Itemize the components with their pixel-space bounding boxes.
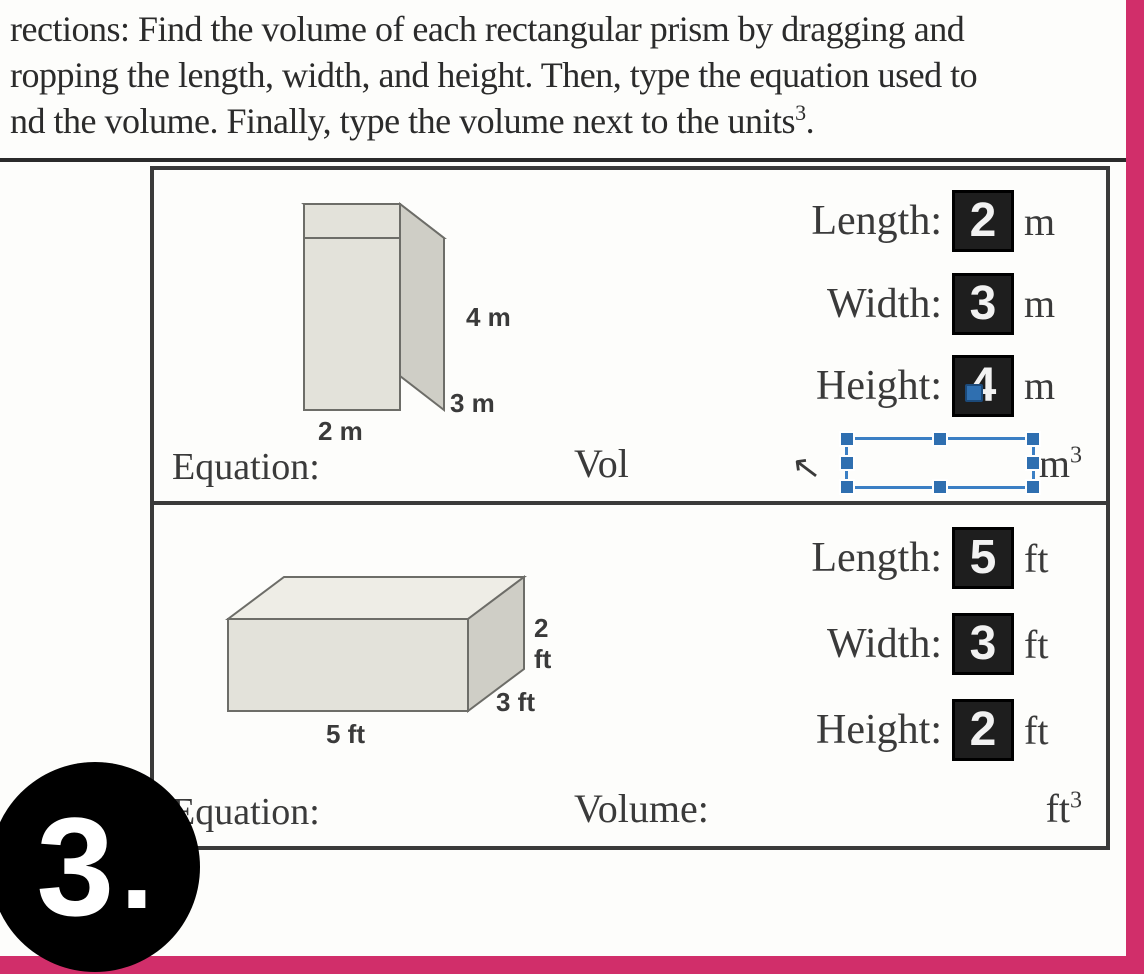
resize-handle[interactable] bbox=[839, 431, 855, 447]
width-tile[interactable]: 3 bbox=[952, 273, 1014, 335]
units-cubed: 3 bbox=[795, 100, 806, 125]
volume-unit: m3 bbox=[1039, 440, 1082, 487]
width-label: Width: bbox=[827, 620, 942, 668]
page-number-dot: . bbox=[120, 798, 153, 936]
cursor-icon: ↖ bbox=[789, 446, 823, 490]
problem-row: 4 m 3 m 2 m Equation: Length: 2 m Width:… bbox=[154, 170, 1106, 505]
dim-width: 3 m bbox=[450, 388, 495, 419]
width-unit: ft bbox=[1024, 621, 1088, 668]
length-unit: ft bbox=[1024, 535, 1088, 582]
volume-line: Volume: ft3 bbox=[574, 785, 1088, 832]
resize-handle[interactable] bbox=[932, 431, 948, 447]
height-unit: ft bbox=[1024, 707, 1088, 754]
figure-column: 2 ft 3 ft 5 ft Equation: bbox=[154, 505, 574, 846]
length-line: Length: 2 m bbox=[574, 190, 1088, 252]
resize-handle[interactable] bbox=[1025, 455, 1041, 471]
height-tile[interactable]: 4 bbox=[952, 355, 1014, 417]
directions-line3: nd the volume. Finally, type the volume … bbox=[10, 101, 795, 141]
problem-row: 2 ft 3 ft 5 ft Equation: Length: 5 ft Wi… bbox=[154, 505, 1106, 846]
dim-length: 2 m bbox=[318, 416, 363, 447]
resize-handle[interactable] bbox=[839, 479, 855, 495]
height-unit: m bbox=[1024, 362, 1088, 409]
resize-handle[interactable] bbox=[839, 455, 855, 471]
height-line: Height: 4 m bbox=[574, 355, 1088, 417]
values-column: Length: 5 ft Width: 3 ft Height: 2 ft Vo… bbox=[574, 505, 1106, 846]
length-label: Length: bbox=[811, 534, 942, 582]
directions-line2: ropping the length, width, and height. T… bbox=[10, 55, 977, 95]
width-tile[interactable]: 3 bbox=[952, 613, 1014, 675]
dim-length: 5 ft bbox=[326, 719, 365, 750]
directions-text: rections: Find the volume of each rectan… bbox=[0, 0, 1126, 162]
height-label: Height: bbox=[816, 706, 942, 754]
values-column: Length: 2 m Width: 3 m Height: 4 m Vol bbox=[574, 170, 1106, 501]
volume-unit: ft3 bbox=[1046, 785, 1082, 832]
dim-height: 4 m bbox=[466, 302, 511, 333]
resize-handle[interactable] bbox=[1025, 479, 1041, 495]
volume-line: Vol ↖ m3 bbox=[574, 437, 1088, 489]
resize-handle[interactable] bbox=[932, 479, 948, 495]
problems-table: 4 m 3 m 2 m Equation: Length: 2 m Width:… bbox=[150, 166, 1110, 850]
volume-label: Volume: bbox=[574, 785, 709, 832]
height-line: Height: 2 ft bbox=[574, 699, 1088, 761]
figure-column: 4 m 3 m 2 m Equation: bbox=[154, 170, 574, 501]
prism-figure: 2 ft 3 ft 5 ft bbox=[168, 519, 566, 784]
dim-height: 2 ft bbox=[534, 613, 566, 675]
length-line: Length: 5 ft bbox=[574, 527, 1088, 589]
worksheet-page: rections: Find the volume of each rectan… bbox=[0, 0, 1144, 974]
width-unit: m bbox=[1024, 280, 1088, 327]
length-tile[interactable]: 2 bbox=[952, 190, 1014, 252]
equation-label: Equation: bbox=[168, 439, 566, 495]
dim-width: 3 ft bbox=[496, 687, 535, 718]
directions-line1: rections: Find the volume of each rectan… bbox=[10, 9, 964, 49]
prism-svg bbox=[168, 184, 588, 434]
volume-input-selected[interactable]: ↖ bbox=[845, 437, 1035, 489]
prism-figure: 4 m 3 m 2 m bbox=[168, 184, 566, 439]
length-unit: m bbox=[1024, 198, 1088, 245]
width-line: Width: 3 m bbox=[574, 273, 1088, 335]
height-label: Height: bbox=[816, 362, 942, 410]
page-number-badge: 3. bbox=[0, 762, 200, 972]
height-tile[interactable]: 2 bbox=[952, 699, 1014, 761]
resize-handle[interactable] bbox=[1025, 431, 1041, 447]
length-label: Length: bbox=[811, 197, 942, 245]
length-tile[interactable]: 5 bbox=[952, 527, 1014, 589]
width-line: Width: 3 ft bbox=[574, 613, 1088, 675]
prism-svg bbox=[168, 519, 588, 779]
volume-label-short: Vol bbox=[574, 440, 629, 487]
equation-label: Equation: bbox=[168, 784, 566, 840]
width-label: Width: bbox=[827, 280, 942, 328]
page-number: 3 bbox=[36, 786, 114, 948]
